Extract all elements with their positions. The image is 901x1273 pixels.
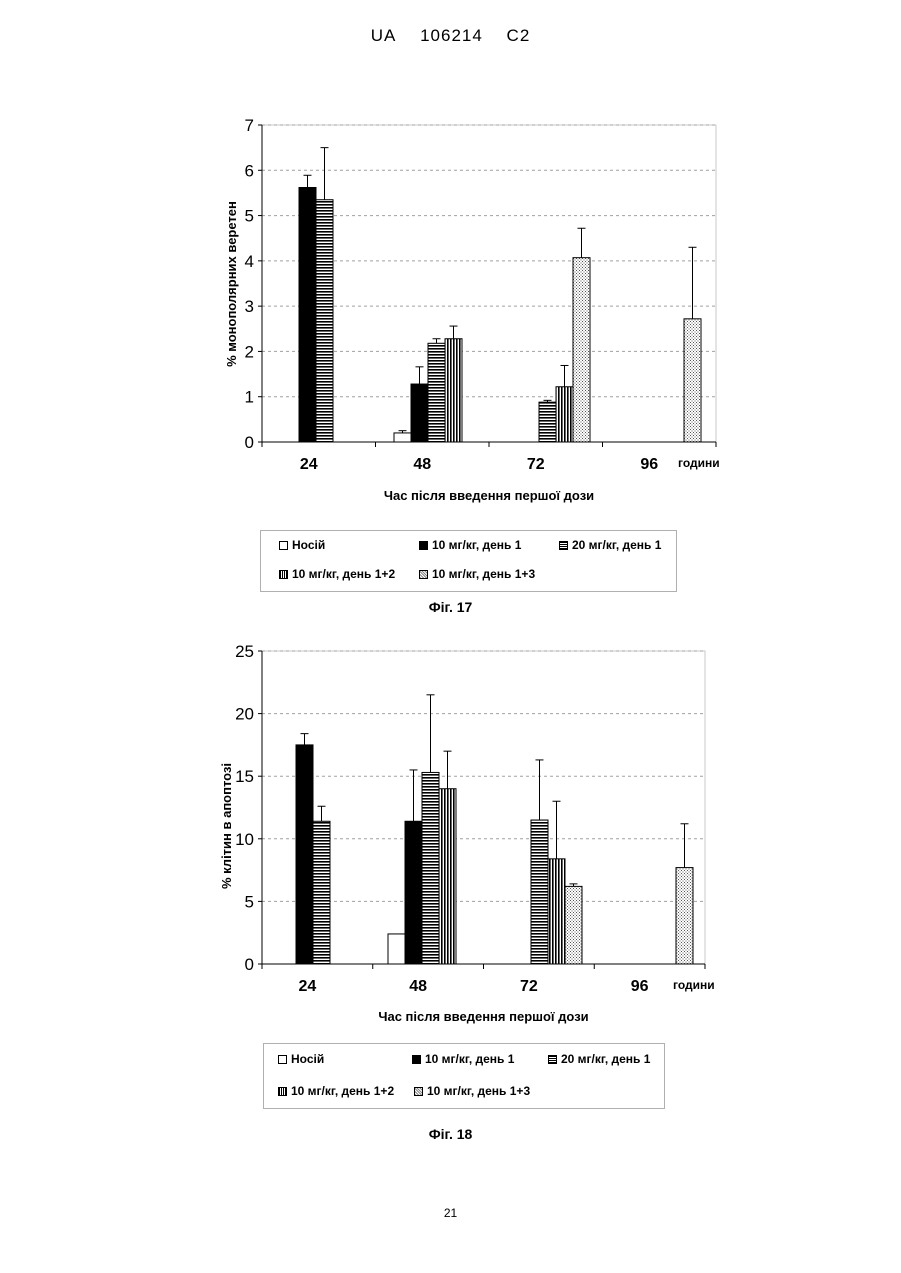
x-unit-label: години — [678, 456, 720, 470]
legend-swatch — [278, 1087, 287, 1096]
legend-label: 10 мг/кг, день 1+3 — [427, 1084, 530, 1098]
legend-item: 10 мг/кг, день 1 — [412, 1052, 514, 1066]
bar-10-мг-кг-день-1-24 — [296, 745, 313, 964]
x-unit-label: години — [673, 978, 715, 992]
legend-label: 10 мг/кг, день 1+2 — [291, 1084, 394, 1098]
x-tick-label: 24 — [300, 456, 318, 473]
legend-swatch — [559, 541, 568, 550]
y-tick-label: 0 — [245, 955, 254, 974]
y-tick-label: 5 — [245, 207, 254, 226]
y-tick-label: 25 — [235, 642, 254, 661]
legend-label: 10 мг/кг, день 1+2 — [292, 567, 395, 581]
chart-fig17: 0 1 2 3 4 5 6 7 24 48 72 96 години Час після введення… — [0, 0, 901, 520]
legend-label: Носій — [292, 538, 325, 552]
x-tick-label: 72 — [520, 978, 538, 995]
bar-20-мг-кг-день-1-24 — [313, 821, 330, 964]
y-axis-title: % монополярних веретен — [224, 201, 239, 367]
legend-swatch — [414, 1087, 423, 1096]
bar-10-мг-кг-день-1-2-72 — [556, 387, 573, 442]
legend-item: 10 мг/кг, день 1+2 — [278, 1084, 394, 1098]
legend-item: Носій — [278, 1052, 324, 1066]
legend-swatch — [419, 541, 428, 550]
legend-label: 20 мг/кг, день 1 — [572, 538, 661, 552]
legend-label: 10 мг/кг, день 1 — [432, 538, 521, 552]
x-axis-title: Час після введення першої дози — [384, 488, 594, 503]
legend-fig18: Носій 10 мг/кг, день 1 20 мг/кг, день 1 … — [263, 1043, 665, 1109]
legend-swatch — [278, 1055, 287, 1064]
y-tick-label: 0 — [245, 433, 254, 452]
bar-10-мг-кг-день-1-3-72 — [573, 258, 590, 442]
figure-caption-17: Фіг. 17 — [0, 599, 901, 615]
bar-Носій-48 — [388, 934, 405, 964]
x-tick-label: 48 — [409, 978, 427, 995]
bar-10-мг-кг-день-1-2-72 — [548, 859, 565, 964]
bar-20-мг-кг-день-1-48 — [422, 772, 439, 964]
legend-fig17: Носій 10 мг/кг, день 1 20 мг/кг, день 1 … — [260, 530, 677, 592]
bar-20-мг-кг-день-1-24 — [316, 200, 333, 442]
bar-10-мг-кг-день-1-48 — [411, 384, 428, 442]
page-number: 21 — [0, 1206, 901, 1220]
x-tick-label: 48 — [413, 456, 431, 473]
x-tick-label: 72 — [527, 456, 545, 473]
figure-caption-18: Фіг. 18 — [0, 1126, 901, 1142]
legend-label: 10 мг/кг, день 1+3 — [432, 567, 535, 581]
y-tick-label: 15 — [235, 767, 254, 786]
legend-label: 20 мг/кг, день 1 — [561, 1052, 650, 1066]
y-axis-title: % клітин в апоптозі — [219, 763, 234, 889]
legend-swatch — [279, 570, 288, 579]
x-axis-title: Час після введення першої дози — [378, 1009, 588, 1024]
x-tick-label: 96 — [631, 978, 649, 995]
y-tick-label: 2 — [245, 342, 254, 361]
bar-10-мг-кг-день-1-3-72 — [565, 886, 582, 964]
bar-10-мг-кг-день-1-3-96 — [684, 319, 701, 442]
y-tick-label: 4 — [245, 252, 254, 271]
legend-label: Носій — [291, 1052, 324, 1066]
bar-20-мг-кг-день-1-48 — [428, 343, 445, 442]
bar-10-мг-кг-день-1-48 — [405, 821, 422, 964]
bar-20-мг-кг-день-1-72 — [539, 402, 556, 442]
x-tick-label: 24 — [298, 978, 316, 995]
legend-item: 10 мг/кг, день 1+3 — [419, 567, 535, 581]
bar-10-мг-кг-день-1-3-96 — [676, 868, 693, 964]
bar-10-мг-кг-день-1-24 — [299, 187, 316, 442]
legend-swatch — [279, 541, 288, 550]
bar-20-мг-кг-день-1-72 — [531, 820, 548, 964]
y-tick-label: 5 — [245, 892, 254, 911]
x-tick-label: 96 — [640, 456, 658, 473]
legend-item: 10 мг/кг, день 1+2 — [279, 567, 395, 581]
legend-swatch — [412, 1055, 421, 1064]
legend-item: 20 мг/кг, день 1 — [548, 1052, 650, 1066]
legend-swatch — [548, 1055, 557, 1064]
y-tick-label: 10 — [235, 830, 254, 849]
bar-10-мг-кг-день-1-2-48 — [439, 789, 456, 964]
bar-10-мг-кг-день-1-2-48 — [445, 339, 462, 442]
bar-Носій-48 — [394, 433, 411, 442]
legend-swatch — [419, 570, 428, 579]
legend-item: 10 мг/кг, день 1+3 — [414, 1084, 530, 1098]
y-tick-label: 3 — [245, 297, 254, 316]
legend-item: 20 мг/кг, день 1 — [559, 538, 661, 552]
legend-label: 10 мг/кг, день 1 — [425, 1052, 514, 1066]
chart-fig18: 0 5 10 15 20 25 24 48 72 96 години Час після введен… — [0, 630, 901, 1030]
y-tick-label: 1 — [245, 388, 254, 407]
legend-item: 10 мг/кг, день 1 — [419, 538, 521, 552]
y-tick-label: 7 — [245, 116, 254, 135]
legend-item: Носій — [279, 538, 325, 552]
y-tick-label: 20 — [235, 705, 254, 724]
y-tick-label: 6 — [245, 161, 254, 180]
